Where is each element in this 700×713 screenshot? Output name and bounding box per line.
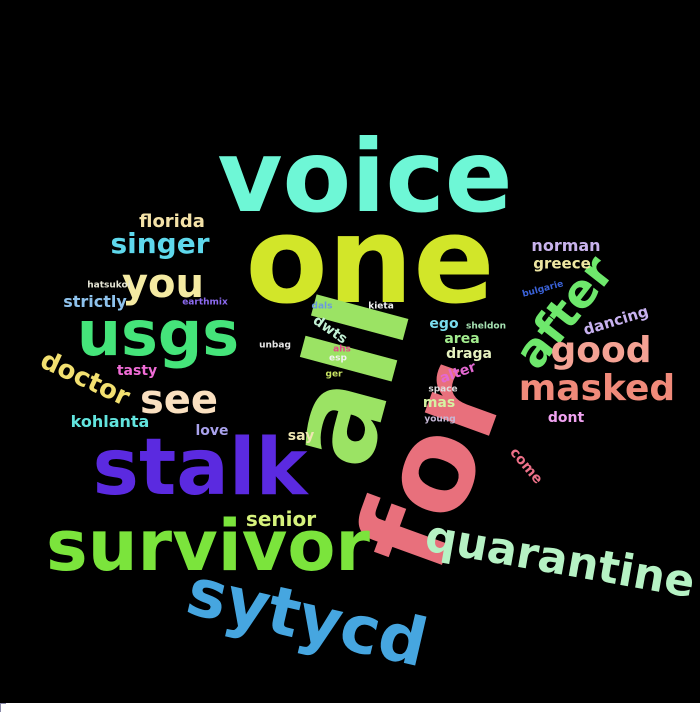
word-greece: greece	[533, 254, 591, 273]
word-ger: ger	[325, 369, 343, 380]
word-strictly: strictly	[63, 292, 127, 311]
word-see: see	[139, 377, 219, 423]
word-singer: singer	[110, 227, 210, 260]
word-survivor: survivor	[46, 505, 370, 587]
word-good: good	[550, 330, 652, 371]
word-senior: senior	[245, 507, 317, 531]
word-quarantine: quarantine	[421, 510, 699, 609]
word-ego: ego	[429, 316, 459, 332]
word-draga: draga	[446, 346, 492, 362]
word-kieta: kieta	[368, 301, 394, 312]
word-usgs: usgs	[76, 297, 240, 370]
word-stalk: stalk	[92, 423, 308, 513]
word-love: love	[195, 423, 229, 439]
word-masked: masked	[518, 368, 676, 409]
word-unbag: unbag	[259, 340, 291, 351]
word-voice: voice	[217, 118, 513, 235]
word-dals: dals	[311, 301, 333, 312]
word-earthmix: earthmix	[182, 297, 228, 308]
word-area: area	[444, 331, 480, 347]
word-you: you	[121, 261, 205, 307]
word-kohlanta: kohlanta	[70, 412, 150, 431]
word-young: young	[424, 414, 456, 425]
word-hatsukoi: hatsukoi	[87, 280, 131, 291]
word-norman: norman	[531, 236, 601, 255]
corner-resize-mark	[0, 703, 6, 712]
word-florida: florida	[139, 211, 205, 232]
word-one: one	[245, 192, 495, 331]
word-sheldon: sheldon	[466, 321, 506, 332]
word-say: say	[287, 428, 315, 444]
bottom-strip	[0, 703, 700, 713]
word-come: come	[506, 444, 546, 488]
word-ahs: ahs	[333, 344, 351, 355]
word-tasty: tasty	[116, 363, 158, 379]
word-mas: mas	[422, 395, 456, 411]
word-esp: esp	[329, 353, 347, 364]
word-space: space	[428, 384, 458, 395]
word-dont: dont	[547, 410, 585, 426]
